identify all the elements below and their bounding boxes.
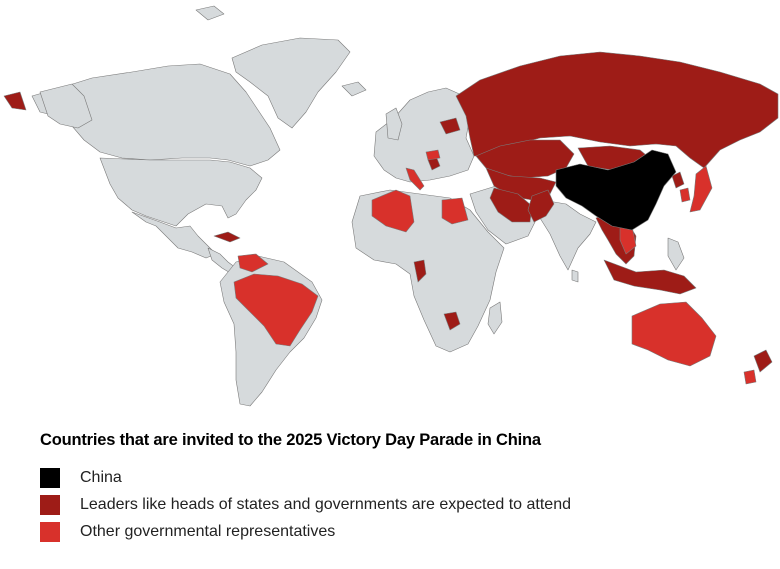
country-aleutian-russia: [3, 91, 27, 111]
country-malaysia-indonesia: [603, 259, 697, 295]
country-belarus: [439, 117, 461, 135]
country-italy: [405, 167, 425, 191]
legend-label-leaders: Leaders like heads of states and governm…: [80, 496, 571, 513]
country-philippines: [667, 237, 685, 271]
country-new-zealand: [743, 369, 757, 385]
country-australia: [631, 301, 717, 367]
legend-label-china: China: [80, 469, 122, 486]
country-south-korea: [679, 187, 691, 203]
country-alaska: [39, 83, 93, 129]
country-cuba-gap-islands: [195, 5, 225, 21]
country-madagascar: [487, 301, 503, 335]
legend: Countries that are invited to the 2025 V…: [40, 431, 740, 549]
country-iran: [489, 187, 533, 223]
country-pakistan: [527, 189, 555, 223]
china-layer: [555, 149, 677, 231]
legend-item-leaders: Leaders like heads of states and governm…: [40, 495, 740, 515]
legend-item-china: China: [40, 468, 740, 488]
country-greenland: [231, 37, 351, 129]
country-new-zealand-dark: [753, 349, 773, 373]
legend-item-representatives: Other governmental representatives: [40, 522, 740, 542]
country-hungary: [425, 149, 441, 161]
country-congo: [413, 259, 427, 283]
country-venezuela: [237, 253, 269, 273]
country-usa: [99, 157, 263, 227]
leaders-layer: [3, 51, 779, 373]
country-iceland: [341, 81, 367, 97]
country-brazil: [233, 273, 319, 347]
country-india: [539, 199, 597, 271]
country-egypt: [441, 197, 469, 225]
region-canada: [31, 63, 281, 167]
legend-label-representatives: Other governmental representatives: [80, 523, 336, 540]
country-china: [555, 149, 677, 231]
legend-swatch-representatives: [40, 522, 60, 542]
country-cuba: [213, 231, 241, 243]
world-map: [3, 5, 779, 407]
country-uk: [385, 107, 403, 141]
country-zimbabwe: [443, 311, 461, 331]
legend-swatch-china: [40, 468, 60, 488]
legend-swatch-leaders: [40, 495, 60, 515]
country-japan: [689, 165, 713, 213]
country-algeria: [371, 189, 415, 233]
map-title: Countries that are invited to the 2025 V…: [40, 431, 541, 449]
representatives-layer: [233, 149, 757, 385]
country-sri-lanka: [571, 269, 579, 283]
country-north-korea: [671, 171, 685, 189]
